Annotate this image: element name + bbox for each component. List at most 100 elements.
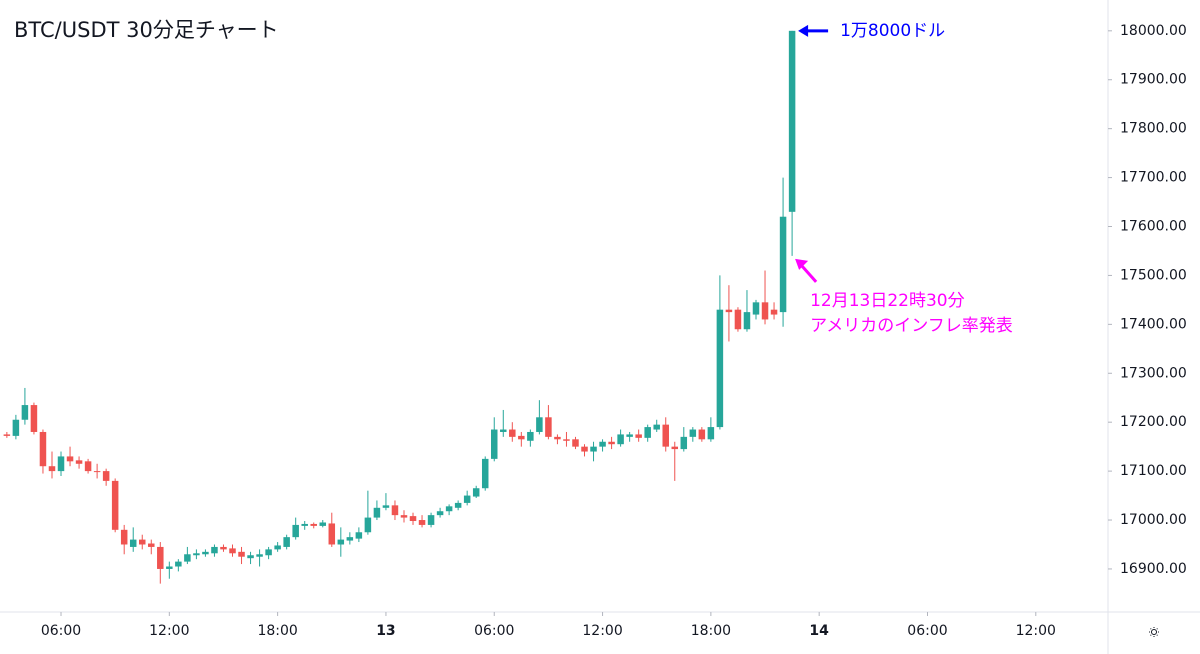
- x-tick-label: 18:00: [691, 623, 731, 639]
- candle: [148, 539, 155, 555]
- candle: [238, 546, 245, 565]
- annotation-arrowhead: [795, 258, 809, 270]
- y-tick-label: 17200.00: [1120, 414, 1187, 430]
- candle-body: [554, 436, 561, 440]
- candle: [572, 436, 579, 450]
- candle: [653, 419, 660, 432]
- annotation-arrow: [798, 262, 818, 283]
- candle-body: [310, 523, 317, 526]
- y-tick-label: 16900.00: [1120, 561, 1187, 577]
- x-tick-label: 14: [809, 623, 829, 639]
- candle-body: [572, 439, 579, 447]
- candle: [337, 527, 345, 557]
- candle: [265, 546, 272, 560]
- candle: [608, 436, 615, 450]
- candle: [129, 527, 137, 552]
- candle-body: [175, 561, 182, 567]
- candle-body: [3, 434, 11, 436]
- candle-body: [346, 537, 354, 541]
- candle: [770, 302, 778, 320]
- y-tick-label: 17000.00: [1120, 512, 1187, 528]
- settings-icon[interactable]: [1149, 627, 1159, 637]
- candle: [283, 534, 290, 550]
- candle: [635, 429, 642, 442]
- candle-body: [66, 456, 74, 462]
- candle: [454, 500, 462, 511]
- x-tick-label: 18:00: [257, 623, 297, 639]
- candle-body: [472, 488, 480, 497]
- candle-body: [779, 216, 787, 313]
- y-tick-label: 17400.00: [1120, 316, 1187, 332]
- candle-body: [608, 441, 615, 445]
- candle-body: [734, 309, 742, 330]
- candle-body: [102, 471, 110, 481]
- candle-body: [427, 515, 435, 525]
- x-tick-label: 06:00: [41, 623, 81, 639]
- candle: [166, 561, 173, 579]
- candle-body: [481, 458, 489, 489]
- x-tick-label: 06:00: [474, 623, 514, 639]
- x-tick-label: 13: [376, 623, 395, 639]
- candle-body: [93, 471, 101, 473]
- candle: [57, 451, 65, 476]
- candle: [355, 527, 363, 543]
- candle-body: [274, 545, 281, 550]
- candle: [490, 417, 498, 462]
- candle-body: [21, 405, 29, 420]
- settings-icon-core: [1151, 629, 1157, 635]
- candle-body: [716, 309, 724, 428]
- candle: [536, 400, 543, 435]
- candle: [545, 405, 552, 440]
- candle-body: [689, 429, 697, 437]
- candle-body: [75, 460, 83, 464]
- candle-body: [617, 434, 624, 445]
- candle: [734, 307, 742, 332]
- candle: [3, 431, 11, 438]
- candle-body: [707, 427, 715, 440]
- candle-body: [545, 417, 552, 437]
- candle-body: [626, 434, 633, 437]
- candle: [75, 456, 83, 469]
- candle: [400, 510, 408, 523]
- y-tick-label: 17900.00: [1120, 72, 1187, 88]
- candle-body: [247, 555, 254, 559]
- candle: [761, 270, 769, 325]
- candle-body: [752, 302, 760, 315]
- candle: [30, 402, 38, 435]
- candle: [120, 524, 128, 555]
- candle: [743, 290, 751, 332]
- candle: [599, 439, 606, 452]
- candle: [500, 409, 507, 437]
- candle: [725, 285, 733, 342]
- candle: [707, 417, 715, 442]
- chart-title: BTC/USDT 30分足チャート: [14, 18, 279, 42]
- candle: [590, 441, 597, 462]
- candle: [563, 431, 570, 447]
- candle-body: [761, 302, 769, 320]
- candle: [319, 520, 327, 528]
- candle-body: [166, 566, 173, 569]
- candle-body: [400, 515, 408, 518]
- candle: [698, 427, 706, 442]
- candle: [211, 544, 218, 557]
- annotation-arrowhead: [798, 24, 809, 37]
- candle: [617, 429, 624, 447]
- y-tick-label: 17300.00: [1120, 365, 1187, 381]
- candle-body: [382, 505, 390, 508]
- candle: [247, 551, 254, 565]
- x-tick-label: 12:00: [149, 623, 189, 639]
- candle-body: [500, 429, 507, 432]
- candle: [364, 490, 372, 535]
- candle-body: [211, 546, 218, 554]
- candle: [274, 542, 281, 552]
- candle-body: [220, 546, 227, 550]
- settings-icon-rays: [1149, 627, 1159, 637]
- candle-body: [184, 554, 191, 562]
- candle-body: [229, 548, 236, 554]
- candle: [427, 512, 435, 528]
- candle: [102, 468, 110, 486]
- candle-body: [57, 456, 65, 472]
- candle-body: [725, 309, 733, 313]
- candle-body: [391, 505, 399, 516]
- candle-body: [536, 417, 543, 432]
